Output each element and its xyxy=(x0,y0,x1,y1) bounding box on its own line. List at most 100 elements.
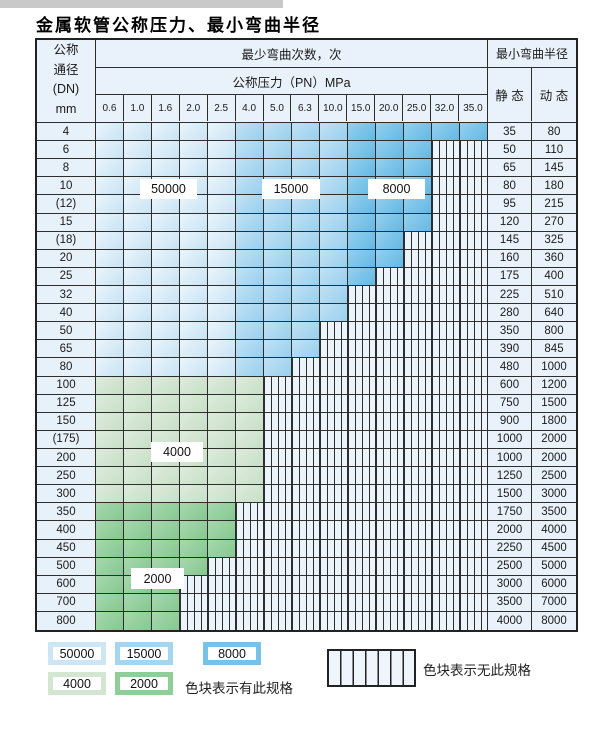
spec-cell xyxy=(348,195,376,214)
static-radius-cell: 1000 xyxy=(488,430,532,449)
table-row: 450 2250 4500 xyxy=(37,539,576,558)
pressure-col-header: 32.0 xyxy=(431,95,459,121)
no-spec-cell xyxy=(432,394,460,413)
spec-cell xyxy=(376,195,404,214)
spec-cell xyxy=(208,467,236,486)
spec-cell xyxy=(348,123,376,142)
static-radius-cell: 3500 xyxy=(488,593,532,612)
dn-cell: 100 xyxy=(37,376,96,395)
spec-cell xyxy=(320,123,348,142)
pressure-col-header: 15.0 xyxy=(347,95,376,121)
corner-header: 公称 通径 (DN) mm xyxy=(37,40,96,122)
no-spec-cell xyxy=(292,358,320,377)
no-spec-cell xyxy=(376,285,404,305)
static-dynamic-row: 静 态 动 态 xyxy=(488,68,576,121)
dynamic-radius-cell: 1800 xyxy=(532,412,576,431)
spec-cell xyxy=(376,141,404,160)
table-row: 40 280 640 xyxy=(37,304,576,323)
legend-swatch-15000: 15000 xyxy=(115,642,173,665)
no-spec-cell xyxy=(460,430,488,449)
dynamic-radius-cell: 1000 xyxy=(532,358,576,377)
no-spec-cell xyxy=(460,195,488,214)
spec-cell xyxy=(236,467,264,486)
spec-cell xyxy=(208,249,236,268)
spec-cell xyxy=(96,467,124,486)
static-radius-cell: 80 xyxy=(488,177,532,196)
spec-cell xyxy=(152,213,180,232)
spec-cell xyxy=(264,195,292,214)
spec-cell xyxy=(320,141,348,160)
legend-has-spec-text: 色块表示有此规格 xyxy=(185,681,293,696)
spec-cell xyxy=(124,593,152,612)
no-spec-cell xyxy=(264,593,292,612)
spec-cell xyxy=(152,611,180,631)
no-spec-cell xyxy=(348,448,376,468)
dn-cell: 40 xyxy=(37,304,96,323)
no-spec-cell xyxy=(460,267,488,286)
spec-cell xyxy=(152,304,180,323)
spec-cell xyxy=(208,141,236,160)
spec-cell xyxy=(292,267,320,286)
spec-cell xyxy=(180,267,208,286)
spec-cell xyxy=(96,412,124,431)
spec-cell xyxy=(348,267,376,286)
spec-cell xyxy=(96,503,124,522)
pressure-col-header: 4.0 xyxy=(236,95,264,121)
no-spec-cell xyxy=(460,503,488,522)
spec-cell xyxy=(264,123,292,142)
dynamic-radius-cell: 4500 xyxy=(532,539,576,558)
spec-cell xyxy=(208,503,236,522)
no-spec-cell xyxy=(404,322,432,341)
no-spec-cell xyxy=(348,557,376,576)
spec-cell xyxy=(208,430,236,449)
dn-cell: 65 xyxy=(37,340,96,359)
dynamic-radius-cell: 180 xyxy=(532,177,576,196)
no-spec-cell xyxy=(180,611,208,631)
no-spec-cell xyxy=(460,467,488,486)
no-spec-cell xyxy=(320,430,348,449)
no-spec-cell xyxy=(348,593,376,612)
spec-cell xyxy=(124,249,152,268)
static-header: 静 态 xyxy=(488,68,532,121)
dynamic-radius-cell: 4000 xyxy=(532,521,576,540)
spec-cell xyxy=(348,231,376,250)
spec-cell xyxy=(180,231,208,250)
no-spec-cell xyxy=(348,503,376,522)
spec-cell xyxy=(152,412,180,431)
spec-cell xyxy=(264,249,292,268)
table-body: 4 35 80 6 50 110 8 65 145 10 80 180 (12) 95 215 15 120 27… xyxy=(37,123,576,631)
dynamic-radius-cell: 5000 xyxy=(532,557,576,576)
spec-cell xyxy=(460,123,488,142)
no-spec-cell xyxy=(348,394,376,413)
radius-header-group: 最小弯曲半径 静 态 动 态 xyxy=(488,40,576,122)
static-radius-cell: 35 xyxy=(488,123,532,142)
no-spec-cell xyxy=(376,304,404,323)
spec-cell xyxy=(236,213,264,232)
no-spec-cell xyxy=(236,521,264,540)
no-spec-cell xyxy=(292,430,320,449)
no-spec-cell xyxy=(264,394,292,413)
no-spec-cell xyxy=(236,575,264,594)
spec-cell xyxy=(152,322,180,341)
table-row: 100 600 1200 xyxy=(37,376,576,395)
pressure-columns-row: 0.6 1.0 1.6 2.0 2.5 4.0 5.0 6.3 10.0 15.0 20.0 25.0… xyxy=(96,95,487,121)
pressure-col-header: 25.0 xyxy=(403,95,432,121)
pressure-col-header: 10.0 xyxy=(319,95,348,121)
no-spec-cell xyxy=(320,539,348,558)
no-spec-cell xyxy=(432,430,460,449)
spec-cell xyxy=(96,249,124,268)
spec-cell xyxy=(96,485,124,504)
spec-cell xyxy=(96,267,124,286)
spec-cell xyxy=(124,611,152,631)
spec-cell xyxy=(404,123,432,142)
spec-cell xyxy=(124,213,152,232)
corner-line-1: 公称 xyxy=(53,43,79,57)
static-radius-cell: 1000 xyxy=(488,448,532,468)
no-spec-cell xyxy=(264,376,292,395)
spec-cell xyxy=(208,358,236,377)
spec-cell xyxy=(96,557,124,576)
spec-cell xyxy=(404,213,432,232)
no-spec-cell xyxy=(292,485,320,504)
static-radius-cell: 145 xyxy=(488,231,532,250)
no-spec-cell xyxy=(292,575,320,594)
